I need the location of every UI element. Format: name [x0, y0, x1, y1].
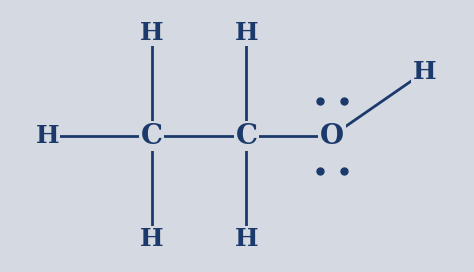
Text: H: H: [36, 124, 59, 148]
Text: C: C: [236, 122, 257, 150]
Text: H: H: [235, 227, 258, 251]
Text: O: O: [320, 122, 344, 150]
Text: C: C: [141, 122, 163, 150]
Text: H: H: [140, 21, 164, 45]
Text: H: H: [140, 227, 164, 251]
Text: H: H: [235, 21, 258, 45]
Text: H: H: [412, 60, 436, 84]
